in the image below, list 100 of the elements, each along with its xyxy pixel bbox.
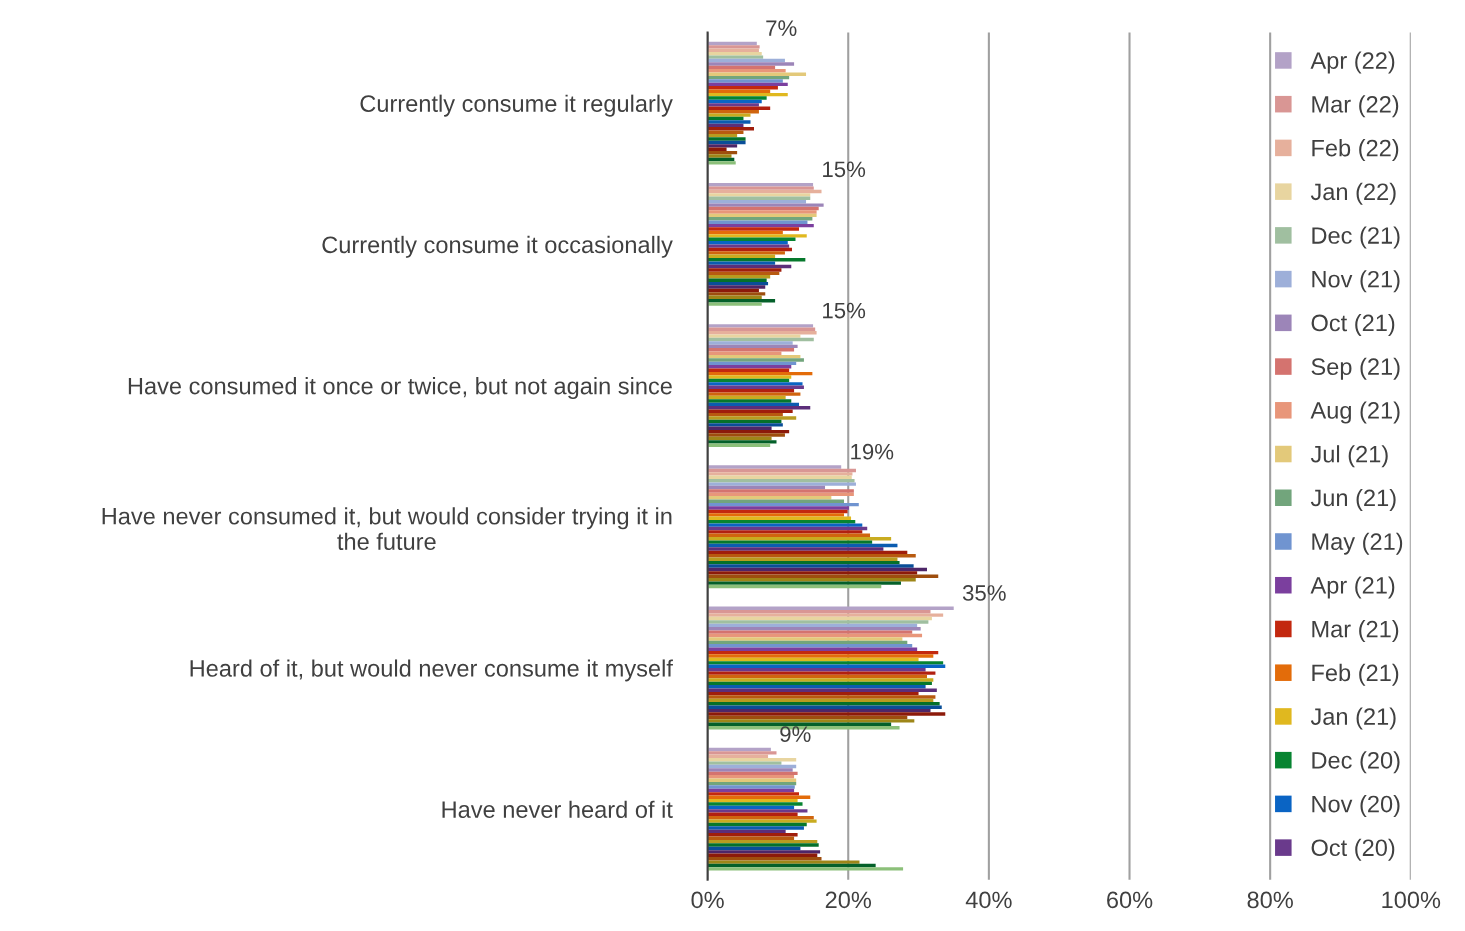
x-tick-label: 40% — [965, 891, 1012, 909]
bar — [707, 867, 904, 871]
bar — [707, 751, 777, 755]
x-tick-label: 60% — [1107, 891, 1153, 909]
y-tick-label: Have never consumed it, but would consider trying it in the future — [102, 507, 672, 551]
bar — [707, 440, 777, 444]
bar — [707, 581, 901, 585]
legend-label: Nov (21) — [1312, 270, 1400, 293]
bar — [707, 275, 771, 279]
legend-label: Apr (22) — [1310, 51, 1395, 74]
x-tick-label: 100% — [1382, 891, 1441, 909]
bar — [707, 423, 783, 427]
data-label: 15% — [823, 302, 866, 319]
bar — [707, 234, 807, 238]
bar — [707, 268, 782, 272]
bar — [707, 72, 807, 76]
y-tick-label: Have consumed it once or twice, but not again since — [128, 377, 672, 400]
bar — [707, 792, 800, 796]
data-label: 19% — [851, 443, 894, 460]
bar — [707, 499, 845, 503]
bar — [707, 843, 819, 847]
bar — [707, 671, 936, 675]
bar — [707, 302, 762, 306]
bar — [707, 144, 738, 148]
legend-label: Mar (21) — [1312, 620, 1399, 643]
bar — [707, 630, 913, 634]
y-tick-label: Currently consume it occasionally — [322, 235, 673, 258]
bar — [707, 506, 849, 510]
bar — [707, 860, 860, 864]
x-tick-label: 20% — [825, 891, 872, 909]
bar — [707, 433, 785, 437]
bar — [707, 193, 811, 197]
bar — [707, 103, 759, 107]
legend-label: Dec (20) — [1312, 751, 1400, 774]
legend-label: Feb (21) — [1312, 663, 1399, 686]
data-label: 15% — [823, 161, 866, 178]
legend-label: Jan (21) — [1310, 707, 1396, 730]
bar — [707, 251, 785, 255]
bar — [707, 161, 736, 165]
x-tick-label: 0% — [691, 891, 724, 909]
y-tick-label: Have never heard of it — [442, 800, 673, 818]
bar — [707, 695, 936, 699]
bar — [707, 513, 845, 517]
legend-label: Feb (22) — [1312, 139, 1399, 162]
bar — [707, 203, 824, 207]
bar — [707, 554, 916, 558]
legend-label: Aug (21) — [1310, 401, 1400, 424]
bar — [707, 613, 944, 617]
legend-label: Dec (21) — [1312, 226, 1400, 249]
bar — [707, 644, 913, 648]
bar — [707, 120, 751, 124]
bar — [707, 802, 803, 806]
bar — [707, 547, 884, 551]
bar — [707, 826, 804, 830]
data-label: 35% — [962, 585, 1006, 601]
bar — [707, 130, 744, 134]
bar — [707, 358, 804, 362]
bar — [707, 285, 766, 289]
bar — [707, 62, 795, 66]
bar — [707, 375, 792, 379]
legend-label: Nov (20) — [1312, 795, 1400, 818]
bar — [707, 785, 795, 789]
bar — [707, 540, 873, 544]
bar — [707, 416, 797, 420]
bar — [707, 654, 934, 658]
legend-label: Mar (22) — [1312, 95, 1399, 118]
bar — [707, 210, 817, 214]
bar — [707, 113, 751, 117]
bar — [707, 186, 814, 190]
bar — [707, 137, 746, 141]
bar — [707, 341, 793, 345]
x-tick-label: 80% — [1247, 891, 1293, 909]
bar — [707, 227, 800, 231]
legend-label: Oct (21) — [1311, 313, 1395, 336]
bar — [707, 96, 767, 100]
bar — [707, 351, 782, 355]
data-label: 7% — [766, 20, 797, 36]
bar — [707, 489, 854, 493]
bar — [707, 564, 914, 568]
legend-label: Apr (21) — [1310, 576, 1395, 599]
bar — [707, 620, 929, 624]
bar — [707, 217, 813, 221]
bar — [707, 292, 766, 296]
bar — [707, 761, 782, 765]
bar — [707, 261, 776, 265]
bar — [707, 523, 863, 527]
bar — [707, 530, 863, 534]
bar — [707, 809, 808, 813]
legend-label: Jul (21) — [1310, 445, 1388, 468]
bar — [707, 334, 801, 338]
legend-label: Jun (21) — [1310, 488, 1396, 511]
y-tick-label: Heard of it, but would never consume it myself — [190, 659, 673, 682]
y-tick-label: Currently consume it regularly — [360, 94, 673, 117]
legend-label: Oct (20) — [1311, 838, 1395, 861]
bar — [707, 712, 946, 716]
bar — [707, 154, 732, 158]
bar — [707, 86, 778, 90]
data-label: 9% — [780, 726, 811, 742]
bar — [707, 79, 783, 83]
legend-label: May (21) — [1312, 532, 1403, 555]
